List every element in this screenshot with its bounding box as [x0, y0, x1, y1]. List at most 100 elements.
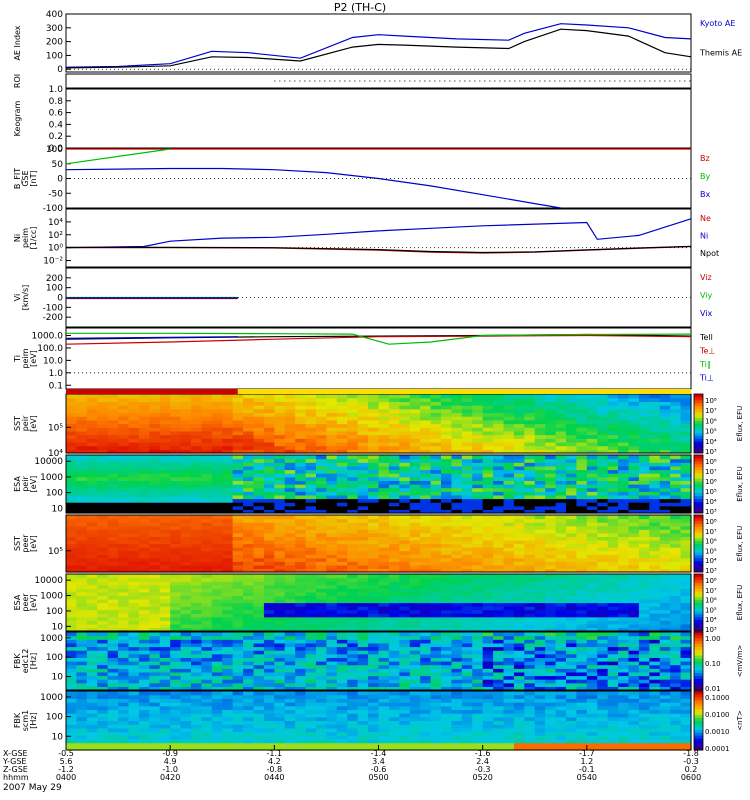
spectrogram-cell: [388, 661, 400, 666]
spectrogram-cell: [670, 401, 682, 406]
spectrogram-cell: [66, 465, 78, 471]
spectrogram-cell: [555, 434, 567, 439]
spectrogram-cell: [607, 574, 619, 579]
spectrogram-cell: [128, 606, 140, 611]
spectrogram-cell: [628, 671, 640, 677]
spectrogram-cell: [472, 449, 484, 454]
spectrogram-cell: [607, 577, 619, 582]
spectrogram-cell: [211, 494, 223, 500]
spectrogram-cell: [555, 532, 567, 537]
legend-entry: Kyoto AE: [700, 19, 735, 28]
spectrogram-cell: [649, 469, 661, 474]
spectrogram-cell: [211, 646, 223, 651]
spectrogram-cell: [670, 502, 682, 507]
spectrogram-cell: [597, 588, 609, 593]
colorbar-cell: [694, 455, 703, 459]
spectrogram-cell: [493, 518, 505, 523]
spectrogram-cell: [503, 642, 515, 648]
spectrogram-cell: [274, 539, 286, 545]
spectrogram-cell: [97, 550, 109, 555]
spectrogram-cell: [201, 557, 213, 562]
y-tick-label: 200: [46, 274, 63, 284]
spectrogram-cell: [222, 498, 234, 503]
spectrogram-cell: [128, 532, 140, 537]
spectrogram-cell: [399, 653, 411, 658]
spectrogram-cell: [316, 554, 328, 559]
spectrogram-cell: [472, 602, 484, 607]
spectrogram-cell: [670, 525, 682, 530]
colorbar-tick-label: 10⁶: [705, 597, 717, 605]
spectrogram-cell: [274, 561, 286, 566]
spectrogram-cell: [263, 564, 275, 570]
spectrogram-cell: [357, 623, 369, 629]
spectrogram-cell: [545, 613, 557, 618]
spectrogram-cell: [545, 639, 557, 644]
spectrogram-cell: [170, 602, 182, 607]
spectrogram-cell: [128, 449, 140, 454]
spectrogram-cell: [336, 515, 348, 520]
spectrogram-cell: [659, 574, 671, 579]
spectrogram-cell: [430, 616, 442, 621]
spectrogram-cell: [357, 613, 369, 618]
spectrogram-cell: [576, 595, 588, 600]
spectrogram-cell: [566, 668, 578, 673]
spectrogram-cell: [461, 480, 473, 485]
spectrogram-cell: [263, 441, 275, 447]
spectrogram-cell: [138, 458, 150, 463]
spectrogram-cell: [66, 627, 78, 632]
spectrogram-cell: [243, 416, 255, 421]
spectrogram-cell: [295, 434, 307, 439]
spectrogram-cell: [128, 554, 140, 559]
spectrogram-cell: [680, 416, 692, 421]
spectrogram-cell: [545, 397, 557, 402]
spectrogram-cell: [576, 509, 588, 514]
spectrogram-cell: [576, 557, 588, 562]
spectrogram-cell: [482, 581, 494, 586]
spectrogram-cell: [253, 627, 265, 632]
spectrogram-cell: [493, 543, 505, 548]
spectrogram-cell: [576, 498, 588, 503]
spectrogram-cell: [441, 438, 453, 443]
spectrogram-cell: [159, 416, 171, 421]
y-tick-label: 0.6: [49, 109, 64, 119]
spectrogram-cell: [357, 430, 369, 436]
spectrogram-cell: [347, 577, 359, 582]
spectrogram-cell: [399, 484, 411, 489]
spectrogram-cell: [649, 564, 661, 570]
spectrogram-cell: [409, 581, 421, 586]
spectrogram-cell: [649, 416, 661, 421]
panel-ylabel: [eV]: [29, 535, 38, 552]
spectrogram-cell: [461, 412, 473, 417]
spectrogram-cell: [159, 438, 171, 443]
spectrogram-cell: [545, 449, 557, 454]
spectrogram-cell: [326, 487, 338, 492]
spectrogram-cell: [670, 494, 682, 500]
spectrogram-cell: [316, 458, 328, 463]
spectrogram-cell: [493, 476, 505, 481]
spectrogram-cell: [378, 412, 390, 417]
spectrogram-cell: [420, 509, 432, 514]
spectrogram-cell: [482, 675, 494, 680]
panel-frame: [65, 73, 692, 89]
spectrogram-cell: [680, 561, 692, 566]
spectrogram-cell: [586, 564, 598, 570]
spectrogram-cell: [149, 484, 161, 489]
spectrogram-cell: [66, 394, 78, 399]
spectrogram-cell: [472, 491, 484, 496]
spectrogram-cell: [524, 438, 536, 443]
spectrogram-cell: [680, 550, 692, 555]
spectrogram-cell: [253, 405, 265, 410]
spectrogram-cell: [222, 609, 234, 614]
spectrogram-cell: [461, 554, 473, 559]
spectrogram-cell: [170, 427, 182, 432]
spectrogram-cell: [472, 427, 484, 432]
spectrogram-cell: [451, 550, 463, 555]
spectrogram-cell: [191, 458, 203, 463]
spectrogram-cell: [566, 620, 578, 625]
spectrogram-cell: [576, 661, 588, 666]
spectrogram-cell: [357, 522, 369, 527]
spectrogram-cell: [201, 613, 213, 618]
spectrogram-cell: [545, 620, 557, 625]
y-tick-label: 0: [57, 175, 63, 185]
spectrogram-cell: [493, 469, 505, 474]
